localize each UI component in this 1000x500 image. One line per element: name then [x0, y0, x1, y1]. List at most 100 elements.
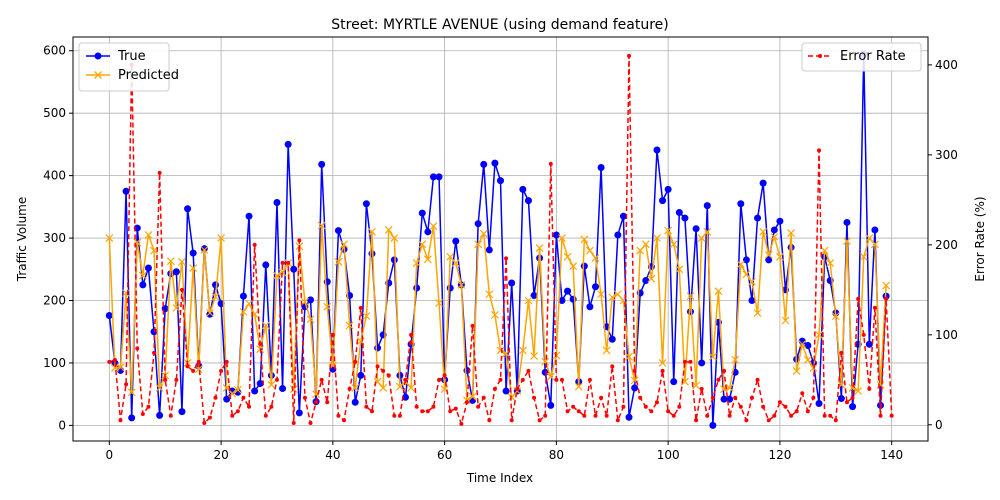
- data-point: [664, 226, 673, 235]
- data-point: [124, 382, 129, 387]
- data-point: [496, 346, 505, 355]
- data-point: [284, 140, 292, 148]
- y2-tick-label: 300: [935, 148, 958, 162]
- data-point: [507, 393, 516, 402]
- data-point: [508, 279, 516, 287]
- data-point: [189, 264, 198, 272]
- data-point: [519, 185, 527, 193]
- data-point: [384, 226, 393, 234]
- data-point: [474, 240, 483, 249]
- legend-left: True Predicted: [78, 42, 179, 92]
- data-point: [357, 371, 365, 379]
- data-point: [725, 383, 734, 392]
- data-point: [459, 421, 464, 426]
- data-point: [798, 340, 807, 349]
- data-point: [867, 386, 872, 391]
- data-point: [261, 321, 270, 330]
- data-point: [319, 377, 324, 382]
- y-tick-label: 400: [43, 169, 66, 183]
- data-point: [833, 418, 838, 423]
- data-point: [654, 400, 659, 405]
- data-point: [772, 413, 777, 418]
- data-point: [535, 244, 544, 252]
- data-point: [418, 209, 426, 217]
- data-point: [497, 177, 504, 185]
- data-point: [559, 377, 564, 382]
- data-point: [431, 404, 436, 409]
- data-point: [429, 222, 438, 231]
- data-point: [817, 148, 822, 153]
- data-point: [241, 395, 246, 400]
- data-point: [435, 173, 443, 181]
- y-tick-label: 200: [43, 294, 66, 308]
- legend-error-label: Error Rate: [840, 49, 906, 64]
- data-point: [289, 385, 298, 394]
- data-point: [423, 255, 432, 264]
- data-point: [731, 355, 740, 364]
- data-point: [140, 412, 145, 417]
- x-tick-label: 20: [213, 448, 228, 462]
- data-point: [776, 217, 784, 225]
- y-tick-label: 0: [58, 418, 66, 432]
- data-point: [509, 418, 514, 423]
- data-point: [574, 382, 583, 391]
- data-point: [733, 395, 738, 400]
- data-point: [625, 413, 633, 421]
- data-point: [323, 302, 332, 311]
- data-point: [418, 240, 427, 249]
- data-point: [239, 292, 247, 300]
- data-point: [631, 384, 639, 392]
- data-point: [613, 290, 622, 299]
- data-point: [837, 395, 845, 403]
- data-point: [291, 421, 296, 426]
- data-point: [770, 232, 779, 241]
- data-point: [318, 160, 326, 168]
- data-point: [485, 290, 494, 299]
- data-point: [580, 262, 588, 270]
- data-point: [698, 359, 706, 367]
- data-point: [789, 413, 794, 418]
- data-point: [666, 409, 671, 414]
- data-point: [157, 170, 162, 175]
- data-point: [543, 413, 548, 418]
- data-point: [571, 404, 576, 409]
- data-point: [675, 208, 683, 216]
- data-point: [694, 418, 699, 423]
- legend-error-marker: [818, 54, 822, 58]
- data-point: [554, 377, 559, 382]
- data-point: [217, 234, 226, 242]
- data-point: [681, 214, 689, 222]
- data-point: [697, 234, 706, 242]
- data-point: [278, 268, 287, 277]
- data-point: [258, 341, 263, 346]
- data-point: [882, 281, 891, 290]
- data-point: [273, 271, 281, 280]
- data-point: [602, 346, 611, 355]
- data-point: [146, 404, 151, 409]
- x-axis-ticks: 0 20 40 60 80 100 120 140: [106, 441, 903, 462]
- data-point: [670, 378, 678, 386]
- grid: [73, 37, 928, 441]
- data-point: [369, 409, 374, 414]
- data-point: [179, 287, 184, 292]
- data-point: [504, 256, 509, 261]
- x-tick-label: 0: [106, 448, 114, 462]
- data-point: [437, 377, 442, 382]
- x-tick-label: 140: [880, 448, 903, 462]
- data-point: [174, 377, 179, 382]
- data-point: [675, 265, 684, 274]
- x-tick-label: 100: [657, 448, 680, 462]
- data-point: [464, 400, 469, 405]
- data-point: [442, 373, 447, 378]
- data-point: [189, 249, 197, 257]
- data-point: [135, 346, 140, 351]
- data-point: [532, 395, 537, 400]
- data-point: [211, 292, 220, 301]
- data-point: [155, 383, 164, 392]
- data-point: [362, 312, 371, 321]
- y-tick-label: 300: [43, 231, 66, 245]
- x-tick-label: 60: [437, 448, 452, 462]
- data-point: [524, 197, 532, 205]
- data-point: [597, 290, 606, 299]
- data-point: [375, 364, 380, 369]
